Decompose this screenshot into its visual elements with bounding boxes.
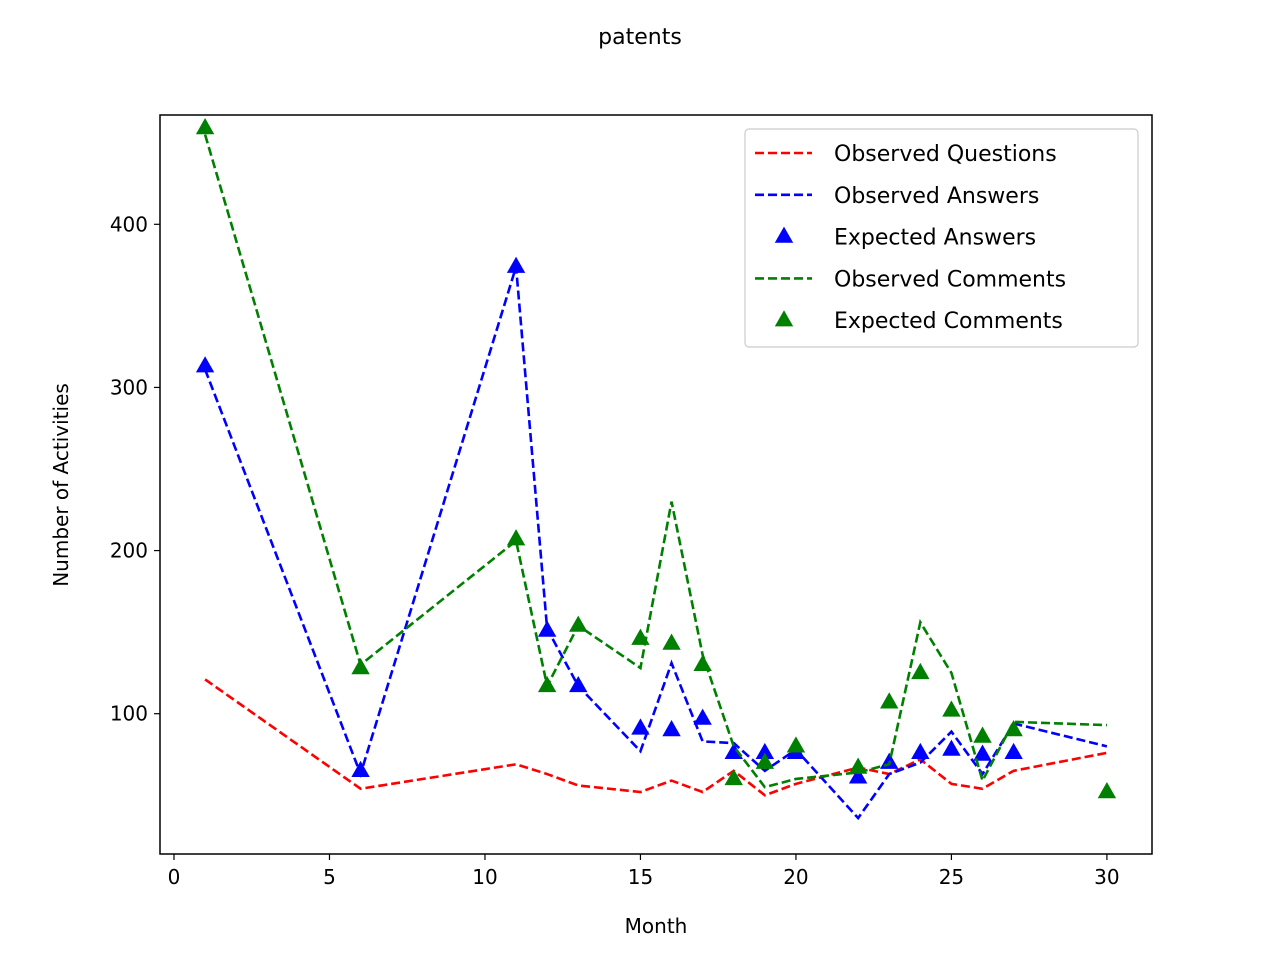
expected-answers-point [569,676,587,692]
expected-comments-point [662,634,680,650]
expected-answers-point [693,709,711,725]
expected-answers-point [1004,743,1022,759]
x-tick-label: 15 [628,865,653,889]
legend-label-expected-answers: Expected Answers [834,226,1036,251]
y-tick-label: 400 [110,212,148,236]
expected-comments-point [911,663,929,679]
expected-comments-point [973,727,991,743]
x-tick-label: 10 [472,865,497,889]
observed-questions-line [205,679,1107,795]
expected-answers-point [911,743,929,759]
legend: Observed Questions Observed Answers Expect… [745,129,1138,347]
x-tick-label: 30 [1094,865,1119,889]
legend-label-observed-answers: Observed Answers [834,184,1039,209]
x-tick-label: 0 [168,865,181,889]
expected-comments-point [787,736,805,752]
legend-label-observed-questions: Observed Questions [834,142,1057,167]
legend-label-expected-comments: Expected Comments [834,309,1063,334]
x-tick-label: 20 [783,865,808,889]
y-tick-label: 100 [110,702,148,726]
expected-comments-point [507,529,525,545]
expected-comments-point [942,700,960,716]
y-tick-label: 200 [110,539,148,563]
expected-comments-point [538,676,556,692]
expected-answers-point [973,744,991,760]
chart-title: patents [598,25,682,50]
expected-answers-point [351,761,369,777]
expected-comments-point [569,616,587,632]
expected-answers-point [662,720,680,736]
expected-comments-point [849,758,867,774]
observed-answers-line [205,267,1107,818]
y-axis-label: Number of Activities [49,383,73,587]
expected-comments-point [693,655,711,671]
x-tick-label: 5 [323,865,336,889]
expected-answers-point [507,257,525,273]
legend-label-observed-comments: Observed Comments [834,267,1066,292]
y-tick-label: 300 [110,375,148,399]
expected-answers-point [538,621,556,637]
x-axis-label: Month [625,914,688,938]
x-tick-label: 25 [939,865,964,889]
expected-comments-point [880,692,898,708]
expected-answers-point [631,718,649,734]
expected-comments-point [196,118,214,134]
expected-comments-point [1098,782,1116,798]
expected-answers-point [196,356,214,372]
